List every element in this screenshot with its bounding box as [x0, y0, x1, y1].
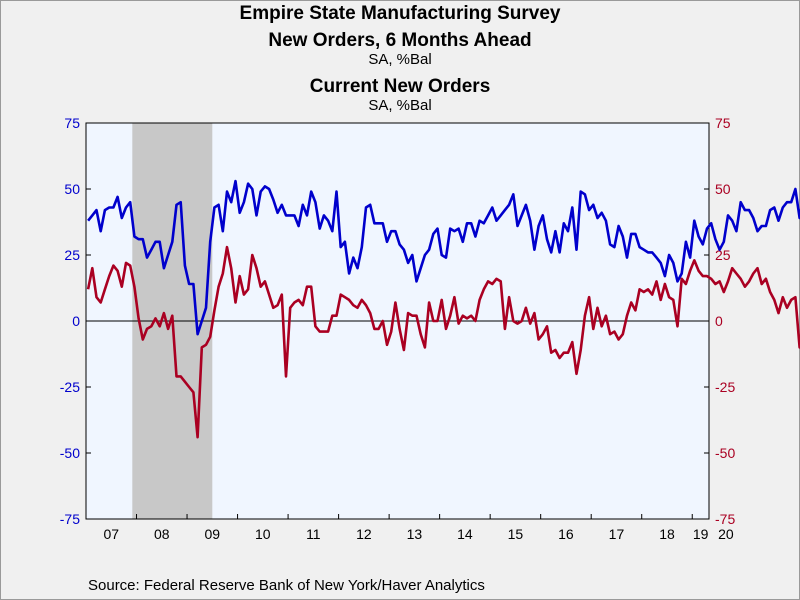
- y-tick-label-right: 25: [715, 247, 731, 263]
- y-tick-label-right: 50: [715, 181, 731, 197]
- chart-title: Empire State Manufacturing Survey: [239, 3, 561, 24]
- series-line-2: [86, 245, 800, 439]
- y-tick-label-left: -25: [60, 379, 80, 395]
- x-tick-label: 09: [205, 526, 221, 542]
- y-tick-label-left: -75: [60, 511, 80, 527]
- y-tick-label-left: -50: [60, 445, 80, 461]
- x-tick-label: 13: [407, 526, 423, 542]
- y-tick-label-left: 0: [72, 313, 80, 329]
- x-tick-label: 14: [457, 526, 473, 542]
- source-note: Source: Federal Reserve Bank of New York…: [88, 577, 485, 594]
- x-tick-label: 11: [306, 526, 321, 542]
- x-tick-label: 16: [558, 526, 574, 542]
- x-tick-label: 18: [659, 526, 675, 542]
- y-tick-label-right: 0: [715, 313, 723, 329]
- series-1-unit: SA, %Bal: [368, 51, 432, 68]
- y-tick-label-right: -75: [715, 511, 735, 527]
- y-tick-label-left: 75: [64, 115, 80, 131]
- y-tick-label-right: -50: [715, 445, 735, 461]
- y-tick-label-right: -25: [715, 379, 735, 395]
- x-tick-label: 20: [718, 526, 734, 542]
- x-tick-label: 07: [103, 526, 119, 542]
- series-2-unit: SA, %Bal: [368, 97, 432, 114]
- series-1-title: New Orders, 6 Months Ahead: [268, 30, 532, 51]
- x-tick-label: 19: [693, 526, 709, 542]
- x-tick-label: 08: [154, 526, 170, 542]
- series-2-title: Current New Orders: [309, 76, 491, 97]
- series-line-1: [87, 179, 800, 336]
- x-tick-label: 15: [508, 526, 524, 542]
- x-tick-label: 10: [255, 526, 271, 542]
- x-tick-label: 17: [609, 526, 625, 542]
- y-tick-label-right: 75: [715, 115, 731, 131]
- y-tick-label-left: 50: [64, 181, 80, 197]
- x-tick-label: 12: [356, 526, 372, 542]
- y-tick-label-left: 25: [64, 247, 80, 263]
